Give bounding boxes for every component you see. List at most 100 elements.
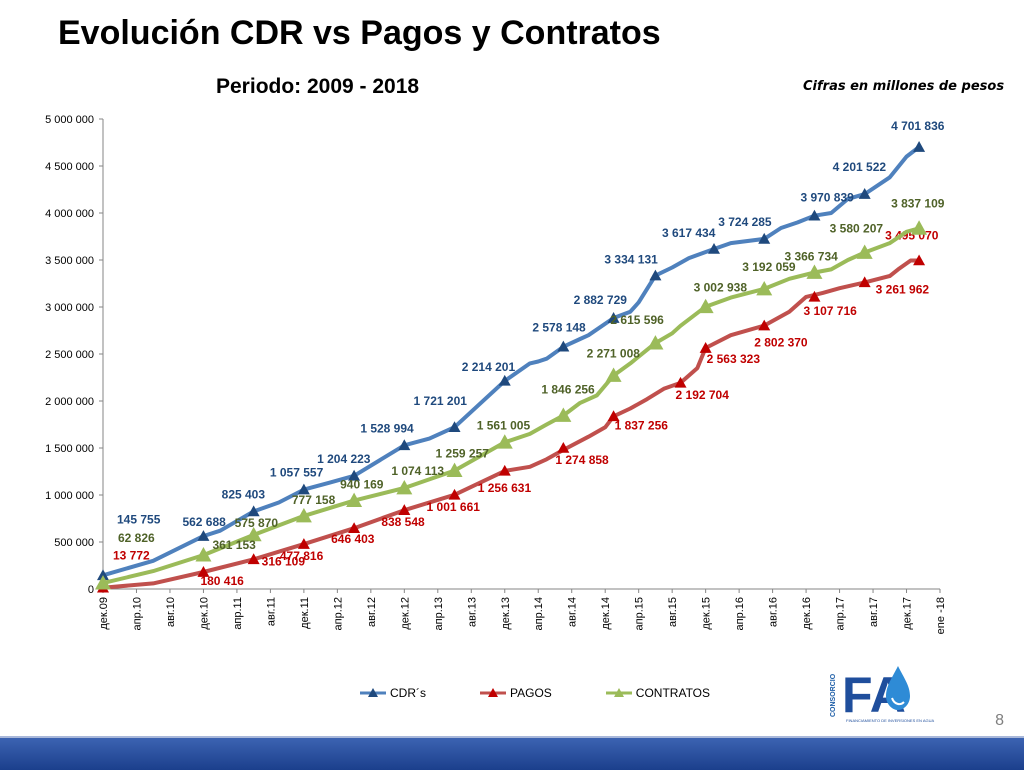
water-drop-shine [891, 697, 905, 706]
y-tick-label: 4 000 000 [45, 208, 94, 220]
data-label-cdr: 145 755 [117, 512, 161, 526]
data-point-pagos [348, 522, 361, 534]
x-tick-label: апр.16 [734, 597, 746, 630]
data-point-pagos [699, 342, 712, 353]
data-point-cdr [398, 439, 411, 451]
legend-label-contratos: CONTRATOS [635, 686, 711, 700]
x-tick-label: дек.12 [399, 597, 411, 630]
data-label-contratos: 3 580 207 [830, 221, 884, 235]
data-point-contratos [647, 335, 664, 350]
data-label-cdr: 1 057 557 [270, 466, 324, 480]
data-point-contratos [555, 407, 572, 422]
data-point-cdr [649, 269, 662, 281]
slide-title: Evolución CDR vs Pagos y Contratos [58, 14, 661, 52]
data-label-pagos: 1 837 256 [615, 418, 669, 432]
data-point-cdr [97, 569, 109, 581]
data-point-pagos [448, 488, 461, 500]
data-label-pagos: 13 772 [113, 549, 150, 563]
data-label-contratos: 1 074 113 [391, 464, 444, 478]
legend-marker-contratos [613, 688, 624, 697]
data-point-cdr [808, 209, 821, 221]
x-tick-label: дек.14 [600, 597, 612, 630]
data-label-cdr: 1 528 994 [360, 421, 414, 435]
legend-swatch-pagos [480, 688, 506, 697]
data-label-contratos: 1 561 005 [477, 418, 531, 432]
fia-logo: CONSORCIO FA FINANCIAMIENTO DE INVERSION… [830, 666, 934, 723]
data-point-contratos [245, 526, 262, 542]
data-point-contratos [496, 434, 513, 449]
data-point-cdr [297, 483, 310, 495]
data-label-cdr: 825 403 [222, 487, 266, 501]
data-point-pagos [607, 410, 620, 422]
data-point-contratos [856, 244, 873, 259]
period-subtitle: Periodo: 2009 - 2018 [216, 75, 420, 98]
logo-vertical-text: CONSORCIO [830, 673, 837, 717]
data-point-contratos [806, 264, 823, 279]
data-label-pagos: 180 416 [200, 574, 244, 588]
data-label-cdr: 3 334 131 [604, 253, 658, 267]
x-tick-label: авг.10 [165, 597, 177, 627]
data-label-contratos: 575 870 [235, 516, 279, 530]
data-point-cdr [498, 374, 511, 386]
data-label-cdr: 562 688 [182, 515, 226, 529]
data-label-pagos: 2 563 323 [707, 352, 761, 366]
data-point-pagos [674, 376, 687, 388]
data-point-pagos [758, 319, 771, 331]
data-point-contratos [295, 507, 312, 523]
page-number: 8 [995, 712, 1004, 729]
units-note: Cifras en millones de pesos [803, 79, 1005, 94]
data-label-cdr: 3 724 285 [718, 215, 772, 229]
data-label-contratos: 777 158 [292, 493, 336, 507]
x-tick-label: апр.12 [332, 597, 344, 630]
data-point-cdr [557, 340, 570, 352]
data-label-contratos: 3 837 109 [891, 196, 945, 210]
x-tick-label: апр.10 [131, 597, 143, 630]
data-label-cdr: 2 214 201 [462, 360, 516, 374]
y-tick-label: 1 000 000 [45, 490, 94, 502]
data-label-contratos: 2 615 596 [610, 313, 664, 327]
data-label-pagos: 3 261 962 [876, 282, 930, 296]
data-label-pagos: 2 802 370 [754, 336, 808, 350]
data-label-pagos: 3 107 716 [803, 304, 857, 318]
data-label-pagos: 646 403 [331, 532, 375, 546]
legend-item-contratos: CONTRATOS [605, 686, 711, 700]
data-label-cdr: 2 578 148 [532, 321, 586, 335]
data-point-pagos [557, 442, 570, 453]
y-tick-label: 2 000 000 [45, 396, 94, 408]
data-label-contratos: 361 153 [212, 538, 256, 552]
data-point-pagos [398, 504, 411, 515]
y-tick-label: 1 500 000 [45, 443, 94, 455]
data-point-cdr [607, 312, 620, 323]
data-label-pagos: 1 274 858 [555, 453, 609, 467]
data-label-cdr: 3 970 839 [800, 191, 854, 205]
data-point-cdr [758, 232, 771, 244]
data-point-contratos [605, 367, 622, 382]
legend-marker-cdr [368, 688, 378, 697]
data-point-contratos [446, 462, 463, 478]
data-label-pagos: 1 256 631 [478, 481, 532, 495]
data-label-contratos: 3 002 938 [694, 281, 748, 295]
data-label-pagos: 2 192 704 [676, 388, 730, 402]
data-label-pagos: 1 001 661 [427, 500, 481, 514]
x-tick-label: дек.15 [701, 597, 713, 630]
x-tick-label: авг.17 [868, 597, 880, 627]
data-point-pagos [498, 464, 511, 476]
y-tick-label: 500 000 [54, 537, 94, 549]
legend-marker-pagos [488, 688, 498, 697]
x-tick-label: авг.14 [567, 597, 579, 627]
x-tick-label: авг.12 [366, 597, 378, 627]
data-label-cdr: 2 882 729 [574, 293, 628, 307]
line-chart: 0 500 000 1 000 000 1 500 000 2 000 000 2 500… [45, 114, 947, 634]
data-label-contratos: 3 366 734 [784, 250, 838, 264]
x-tick-label: дек.11 [299, 597, 311, 629]
data-point-cdr [913, 141, 926, 152]
data-label-cdr: 4 701 836 [891, 119, 945, 133]
footer-bar [0, 736, 1024, 770]
data-label-cdr: 1 721 201 [414, 394, 468, 408]
data-point-contratos [346, 492, 363, 508]
data-label-contratos: 1 846 256 [541, 382, 595, 396]
data-point-cdr [197, 530, 210, 541]
x-tick-label: дек.13 [500, 597, 512, 630]
x-tick-label: авг.13 [466, 597, 478, 627]
data-point-cdr [448, 421, 461, 433]
